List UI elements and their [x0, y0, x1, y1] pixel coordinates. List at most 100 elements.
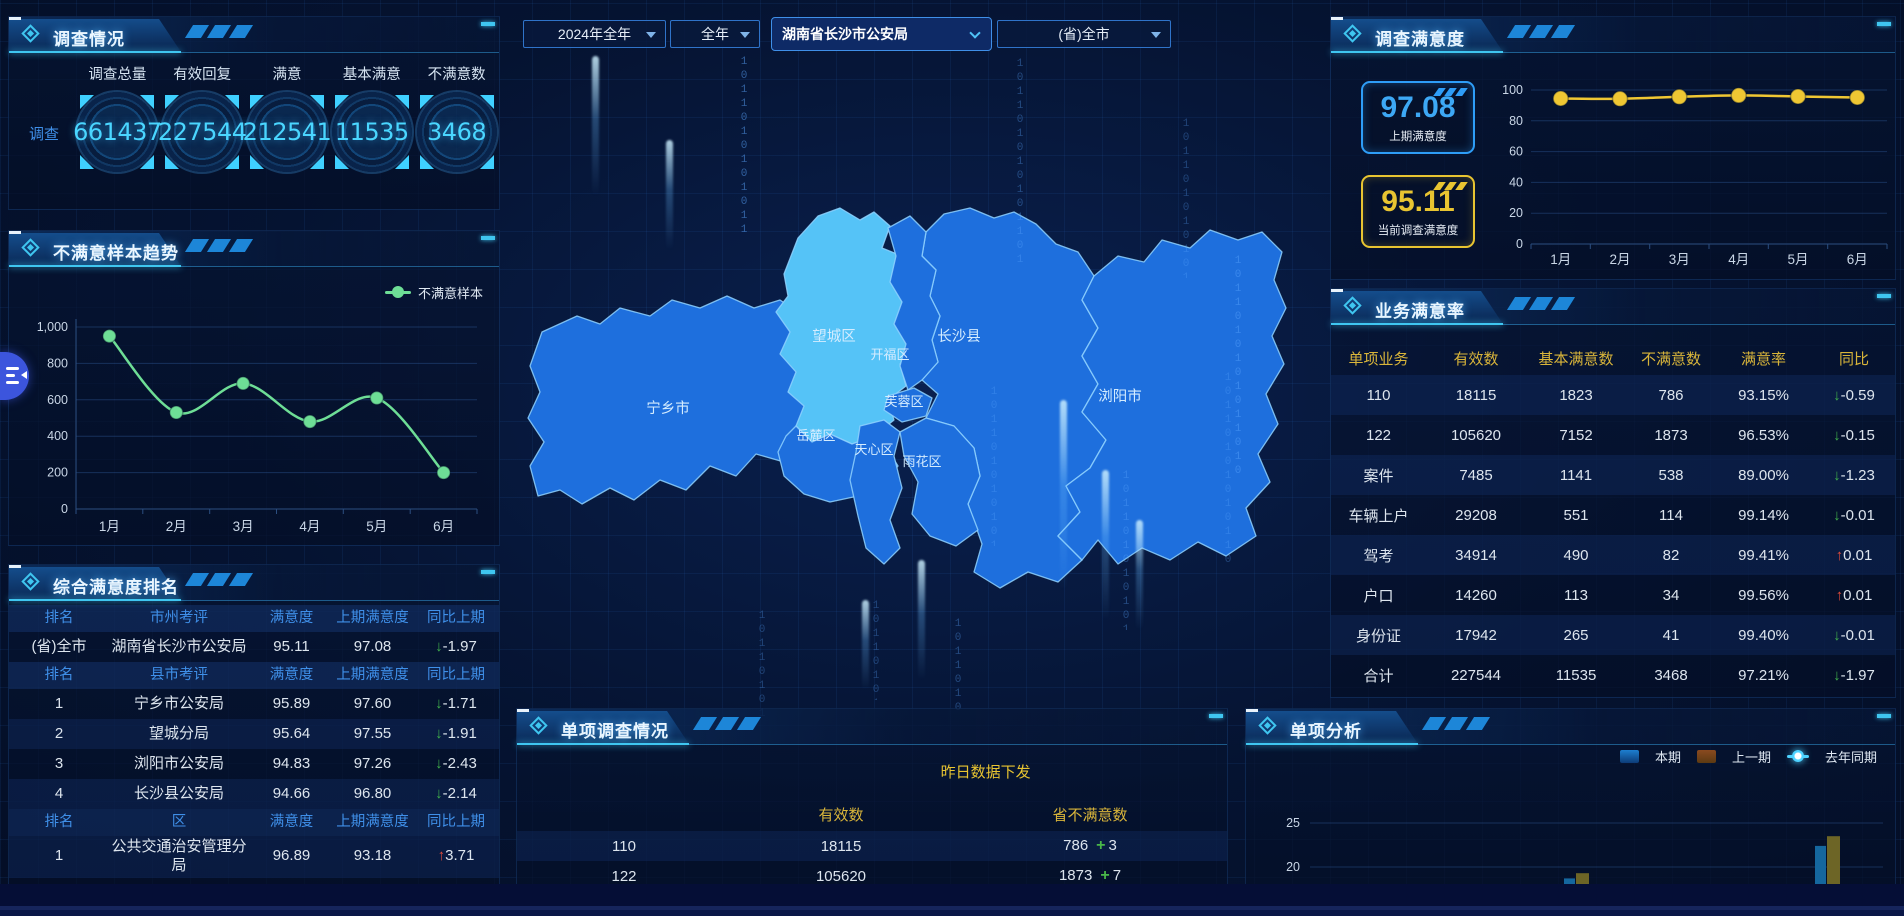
current-satisfaction-value: 95.11	[1381, 185, 1455, 218]
ranking-header-row: 排名 区 满意度 上期满意度 同比上期	[9, 809, 499, 836]
business-row: 合计 227544 11535 3468 97.21% ↓-1.97	[1331, 655, 1895, 695]
stat-circle: 调查总量 661437	[73, 63, 162, 174]
table-cell: 96.53%	[1738, 426, 1789, 444]
single-row: 122 105620 1873 +7	[517, 861, 1227, 891]
panel-title: 单项调查情况	[561, 722, 669, 741]
panel-header: 单项分析	[1246, 709, 1895, 745]
table-cell: 3	[54, 754, 64, 772]
column-header: 省不满意数	[1052, 806, 1128, 824]
year-select[interactable]: 2024年全年	[523, 20, 666, 48]
table-cell: 3468	[1654, 666, 1688, 684]
corner-bracket-icon	[165, 95, 180, 109]
period-select[interactable]: 全年	[670, 20, 760, 48]
panel-title: 调查情况	[53, 30, 125, 49]
svg-text:0: 0	[61, 502, 68, 516]
arrow-left-icon	[17, 371, 27, 379]
table-cell: 身份证	[1355, 627, 1401, 645]
stat-label: 不满意数	[427, 67, 486, 83]
table-cell: 97.60	[353, 694, 392, 712]
table-cell: 合计	[1363, 667, 1394, 685]
table-cell: 4	[54, 784, 64, 802]
ranking-header-row: 排名 市州考评 满意度 上期满意度 同比上期	[9, 605, 499, 632]
previous-satisfaction-card: 97.08 上期满意度	[1361, 81, 1475, 154]
org-select[interactable]: 湖南省长沙市公安局	[771, 17, 992, 51]
table-cell: 湖南省长沙市公安局	[111, 637, 247, 655]
svg-text:40: 40	[1509, 175, 1523, 189]
column-header: 县市考评	[150, 667, 208, 684]
analysis-legend: 本期 上一期 去年同期	[1619, 747, 1877, 766]
table-cell: 97.55	[353, 724, 392, 742]
column-header: 满意度	[269, 667, 314, 684]
panel-corner-dash	[481, 236, 495, 240]
svg-text:20: 20	[1509, 206, 1523, 220]
map-region[interactable]	[1057, 229, 1287, 565]
delta-cell: ↑0.01	[1835, 546, 1873, 564]
table-cell: 2	[54, 724, 64, 742]
corner-bracket-icon	[140, 155, 155, 169]
arrow-down-icon: ↓	[1833, 426, 1841, 444]
stat-label: 满意	[272, 67, 302, 83]
stat-ring: 11535	[329, 90, 414, 174]
current-satisfaction-label: 当前调查满意度	[1377, 225, 1459, 237]
business-row: 身份证 17942 265 41 99.40% ↓-0.01	[1331, 615, 1895, 655]
region-select-value: (省)全市	[1058, 26, 1110, 42]
map-region[interactable]	[887, 215, 941, 391]
stat-label: 有效回复	[173, 67, 232, 83]
business-row: 户口 14260 113 34 99.56% ↑0.01	[1331, 575, 1895, 615]
period-select-value: 全年	[701, 26, 729, 42]
business-row: 车辆上户 29208 551 114 99.14% ↓-0.01	[1331, 495, 1895, 535]
map-region[interactable]	[899, 417, 981, 547]
stat-ring: 3468	[414, 90, 499, 174]
caret-down-icon	[1151, 32, 1161, 43]
region-select[interactable]: (省)全市	[997, 20, 1171, 48]
corner-bracket-icon	[479, 95, 494, 109]
table-cell: 114	[1659, 506, 1683, 524]
svg-text:20: 20	[1286, 860, 1300, 874]
year-select-value: 2024年全年	[557, 26, 632, 42]
svg-text:1月: 1月	[99, 519, 120, 534]
corner-bracket-icon	[394, 155, 409, 169]
table-cell: 105620	[815, 867, 867, 885]
map-region[interactable]	[883, 387, 933, 423]
stat-circle: 有效回复 227544	[158, 63, 247, 174]
delta-cell: ↓-1.23	[1833, 466, 1875, 484]
column-header: 满意度	[269, 814, 314, 831]
table-cell: 望城分局	[148, 724, 209, 742]
table-cell: 户口	[1363, 587, 1394, 605]
svg-text:5月: 5月	[366, 519, 387, 534]
panel-header: 业务满意率	[1331, 289, 1895, 325]
table-cell: 551	[1563, 506, 1589, 524]
business-row: 122 105620 7152 1873 96.53% ↓-0.15	[1331, 415, 1895, 455]
delta-cell: ↓-0.01	[1833, 626, 1875, 644]
trend-legend-label: 不满意样本	[417, 286, 483, 301]
arrow-down-icon: ↓	[435, 754, 443, 772]
panel-single-survey: 单项调查情况 昨日数据下发 有效数 省不满意数 110 18115 786 +3 122 10…	[516, 708, 1228, 916]
svg-text:25: 25	[1286, 816, 1300, 830]
satisfaction-line-chart: 0 20 40 60 80 100 1月 2月 3月 4月 5月 6月	[1502, 83, 1888, 267]
table-cell: 11535	[1555, 666, 1597, 684]
delta-cell: ↓-1.97	[435, 637, 477, 655]
delta-cell: ↓-0.15	[1833, 426, 1875, 444]
panel-corner-dash	[1877, 294, 1891, 298]
survey-side-label: 调查	[29, 126, 60, 143]
table-cell: 1141	[1559, 466, 1593, 484]
table-cell: 538	[1658, 466, 1684, 484]
svg-text:800: 800	[47, 356, 68, 370]
table-cell: (省)全市	[31, 637, 87, 655]
table-cell: 1823	[1559, 386, 1593, 404]
column-header: 满意率	[1740, 350, 1786, 368]
single-row: 110 18115 786 +3	[517, 831, 1227, 861]
column-header: 单项业务	[1348, 350, 1409, 368]
panel-title: 业务满意率	[1375, 302, 1465, 321]
business-row: 案件 7485 1141 538 89.00% ↓-1.23	[1331, 455, 1895, 495]
arrow-up-icon: ↑	[437, 847, 446, 865]
map-region[interactable]	[849, 419, 903, 565]
table-cell: 110	[612, 837, 636, 855]
column-header: 区	[171, 814, 187, 831]
trend-legend: 不满意样本	[384, 283, 483, 302]
arrow-up-icon: ↑	[1835, 586, 1844, 604]
panel-header: 不满意样本趋势	[9, 231, 499, 267]
table-cell: 1873 +7	[1058, 867, 1122, 884]
table-cell: 89.00%	[1738, 466, 1789, 484]
